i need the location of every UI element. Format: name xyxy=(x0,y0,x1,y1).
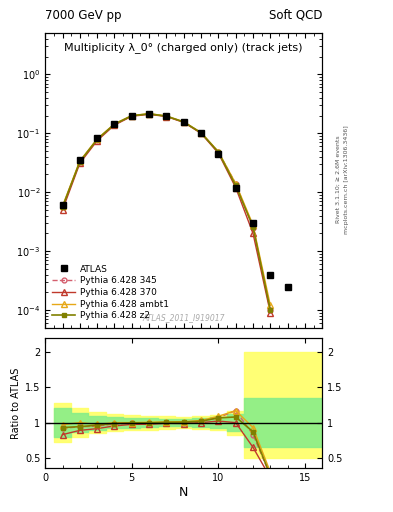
Legend: ATLAS, Pythia 6.428 345, Pythia 6.428 370, Pythia 6.428 ambt1, Pythia 6.428 z2: ATLAS, Pythia 6.428 345, Pythia 6.428 37… xyxy=(50,262,171,323)
Text: Soft QCD: Soft QCD xyxy=(269,9,322,22)
Y-axis label: Ratio to ATLAS: Ratio to ATLAS xyxy=(11,368,21,439)
Text: 7000 GeV pp: 7000 GeV pp xyxy=(45,9,122,22)
Text: Rivet 3.1.10; ≥ 2.6M events: Rivet 3.1.10; ≥ 2.6M events xyxy=(336,135,341,223)
X-axis label: N: N xyxy=(179,486,188,499)
Text: Multiplicity λ_0° (charged only) (track jets): Multiplicity λ_0° (charged only) (track … xyxy=(64,42,303,53)
Text: ATLAS_2011_I919017: ATLAS_2011_I919017 xyxy=(143,313,225,322)
Text: mcplots.cern.ch [arXiv:1306.3436]: mcplots.cern.ch [arXiv:1306.3436] xyxy=(344,125,349,233)
